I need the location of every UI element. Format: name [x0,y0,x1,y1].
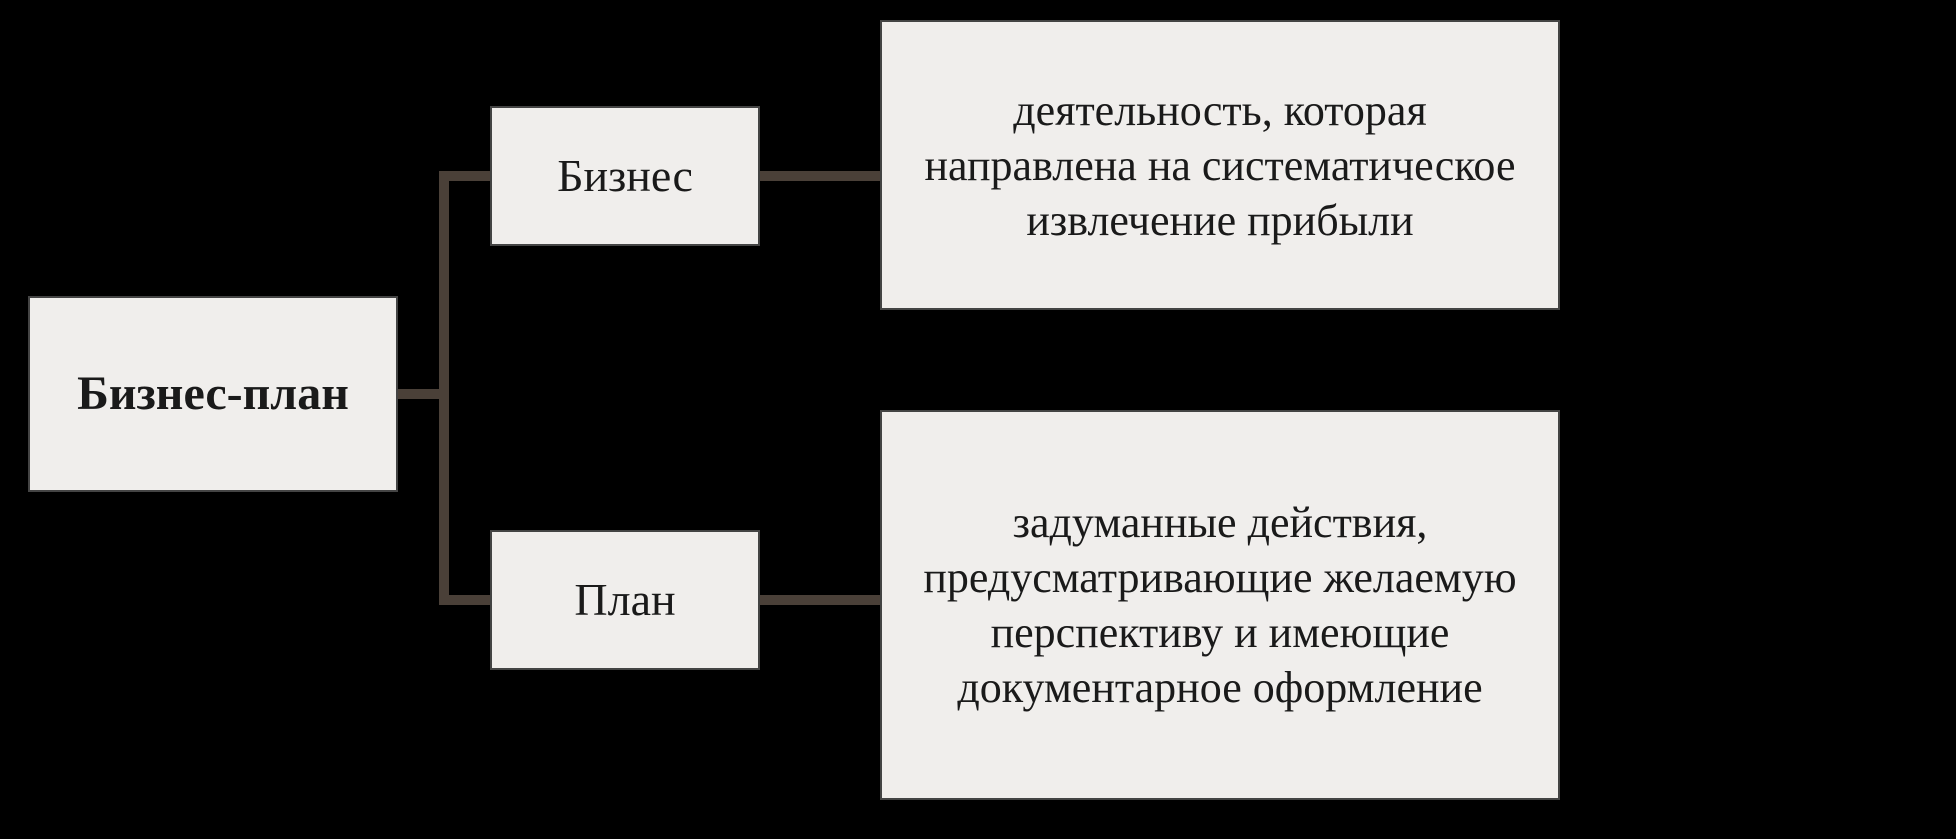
plan-label: План [574,571,675,629]
root-label: Бизнес-план [77,364,349,424]
connector-root-business [398,176,490,394]
plan-description-text: задуманные действия, предусматривающие ж… [906,495,1534,715]
business-description-node: деятельность, которая направлена на сист… [880,20,1560,310]
root-node: Бизнес-план [28,296,398,492]
business-node: Бизнес [490,106,760,246]
connector-root-plan [398,394,490,600]
plan-node: План [490,530,760,670]
business-label: Бизнес [557,147,693,205]
business-description-text: деятельность, которая направлена на сист… [906,83,1534,248]
plan-description-node: задуманные действия, предусматривающие ж… [880,410,1560,800]
